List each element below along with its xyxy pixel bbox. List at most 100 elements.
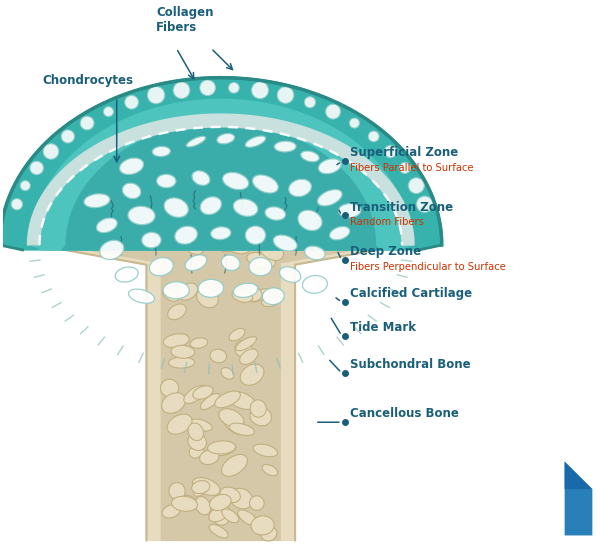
Ellipse shape [229,423,255,435]
Ellipse shape [169,217,197,238]
Ellipse shape [186,244,203,254]
Ellipse shape [261,526,277,541]
Ellipse shape [168,357,195,368]
Ellipse shape [185,159,214,179]
Text: Deep Zone: Deep Zone [349,245,420,258]
Ellipse shape [230,196,247,211]
Circle shape [61,130,75,143]
Circle shape [20,181,31,191]
Ellipse shape [108,222,124,241]
Ellipse shape [246,194,271,212]
Ellipse shape [163,282,189,299]
Ellipse shape [266,180,291,191]
Ellipse shape [170,223,199,234]
Ellipse shape [251,194,272,205]
Ellipse shape [190,419,212,431]
Ellipse shape [193,386,213,399]
Ellipse shape [112,169,140,189]
Ellipse shape [167,414,192,434]
Ellipse shape [152,147,170,156]
Circle shape [416,196,433,212]
Ellipse shape [149,258,173,276]
Ellipse shape [171,496,198,512]
Ellipse shape [318,159,341,174]
Circle shape [368,131,379,142]
Ellipse shape [185,221,213,230]
Polygon shape [31,100,410,250]
Circle shape [200,80,215,96]
Polygon shape [28,114,414,245]
Ellipse shape [250,496,264,510]
Ellipse shape [190,338,207,348]
Ellipse shape [226,160,247,176]
Ellipse shape [116,185,139,198]
Ellipse shape [327,215,356,232]
Ellipse shape [253,175,278,193]
Ellipse shape [249,289,270,302]
Circle shape [408,178,424,194]
Ellipse shape [330,227,350,240]
Ellipse shape [207,441,236,454]
Ellipse shape [305,246,325,260]
Circle shape [103,107,113,117]
Ellipse shape [200,197,222,215]
Ellipse shape [128,206,155,225]
Ellipse shape [143,168,170,182]
Ellipse shape [223,234,251,254]
Ellipse shape [157,174,176,188]
Circle shape [147,86,165,104]
Ellipse shape [198,279,223,298]
Ellipse shape [223,173,248,190]
Ellipse shape [249,258,272,276]
Ellipse shape [265,207,286,220]
Ellipse shape [262,465,278,476]
Ellipse shape [162,393,185,413]
Ellipse shape [149,197,167,216]
Ellipse shape [188,423,204,441]
Ellipse shape [109,174,133,192]
Ellipse shape [240,349,258,364]
Ellipse shape [288,194,307,212]
Ellipse shape [173,495,196,504]
Ellipse shape [235,341,252,357]
Ellipse shape [211,203,232,219]
Ellipse shape [280,267,300,283]
Ellipse shape [263,288,284,305]
Ellipse shape [185,255,207,270]
Ellipse shape [222,455,247,476]
Text: Collagen: Collagen [157,6,214,19]
Ellipse shape [281,237,295,250]
Ellipse shape [177,207,196,218]
Ellipse shape [209,505,230,522]
Text: CARTILAGE: CARTILAGE [386,484,558,513]
Ellipse shape [210,224,233,242]
Ellipse shape [175,226,198,244]
Circle shape [326,104,340,119]
Text: Superficial Zone: Superficial Zone [349,147,458,159]
Circle shape [304,97,316,108]
Ellipse shape [229,328,245,341]
Circle shape [11,199,23,210]
Ellipse shape [177,159,204,178]
Circle shape [384,145,397,158]
Circle shape [228,82,239,93]
Ellipse shape [230,488,253,509]
Ellipse shape [183,227,198,239]
Ellipse shape [274,141,296,152]
Ellipse shape [171,345,195,358]
Ellipse shape [187,137,206,147]
Ellipse shape [351,214,367,226]
Circle shape [125,96,138,109]
Ellipse shape [245,226,266,244]
Ellipse shape [231,493,250,507]
Ellipse shape [247,288,262,301]
Ellipse shape [232,290,253,302]
Ellipse shape [75,225,96,239]
Ellipse shape [142,232,161,248]
Ellipse shape [201,394,220,410]
Ellipse shape [163,289,179,301]
Text: Tide Mark: Tide Mark [349,321,416,333]
Text: Fibers: Fibers [157,22,198,34]
Ellipse shape [122,183,141,199]
Ellipse shape [250,400,266,417]
